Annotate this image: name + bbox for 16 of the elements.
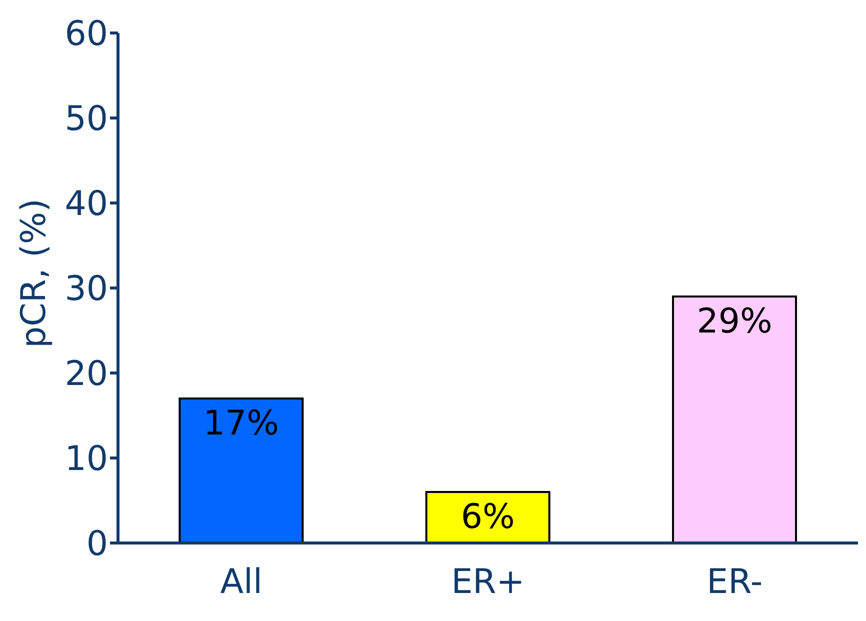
bar (178, 398, 304, 543)
data-label: 29% (696, 302, 772, 342)
y-tick-label: 60 (64, 14, 108, 54)
bar (672, 296, 797, 543)
y-tick-label: 40 (64, 184, 108, 224)
y-tick-label: 50 (64, 99, 108, 140)
data-label: 17% (203, 404, 279, 444)
data-label: 6% (460, 497, 515, 538)
y-tick-label: 30 (64, 269, 108, 310)
x-tick-label: ER+ (451, 562, 525, 602)
y-tick-label: 10 (64, 439, 108, 480)
y-axis-title: pCR, (%) (14, 198, 54, 348)
x-tick-label: All (220, 562, 262, 602)
y-tick-label: 20 (64, 354, 108, 394)
x-tick-label: ER- (706, 562, 763, 602)
y-tick-label: 0 (86, 524, 108, 564)
